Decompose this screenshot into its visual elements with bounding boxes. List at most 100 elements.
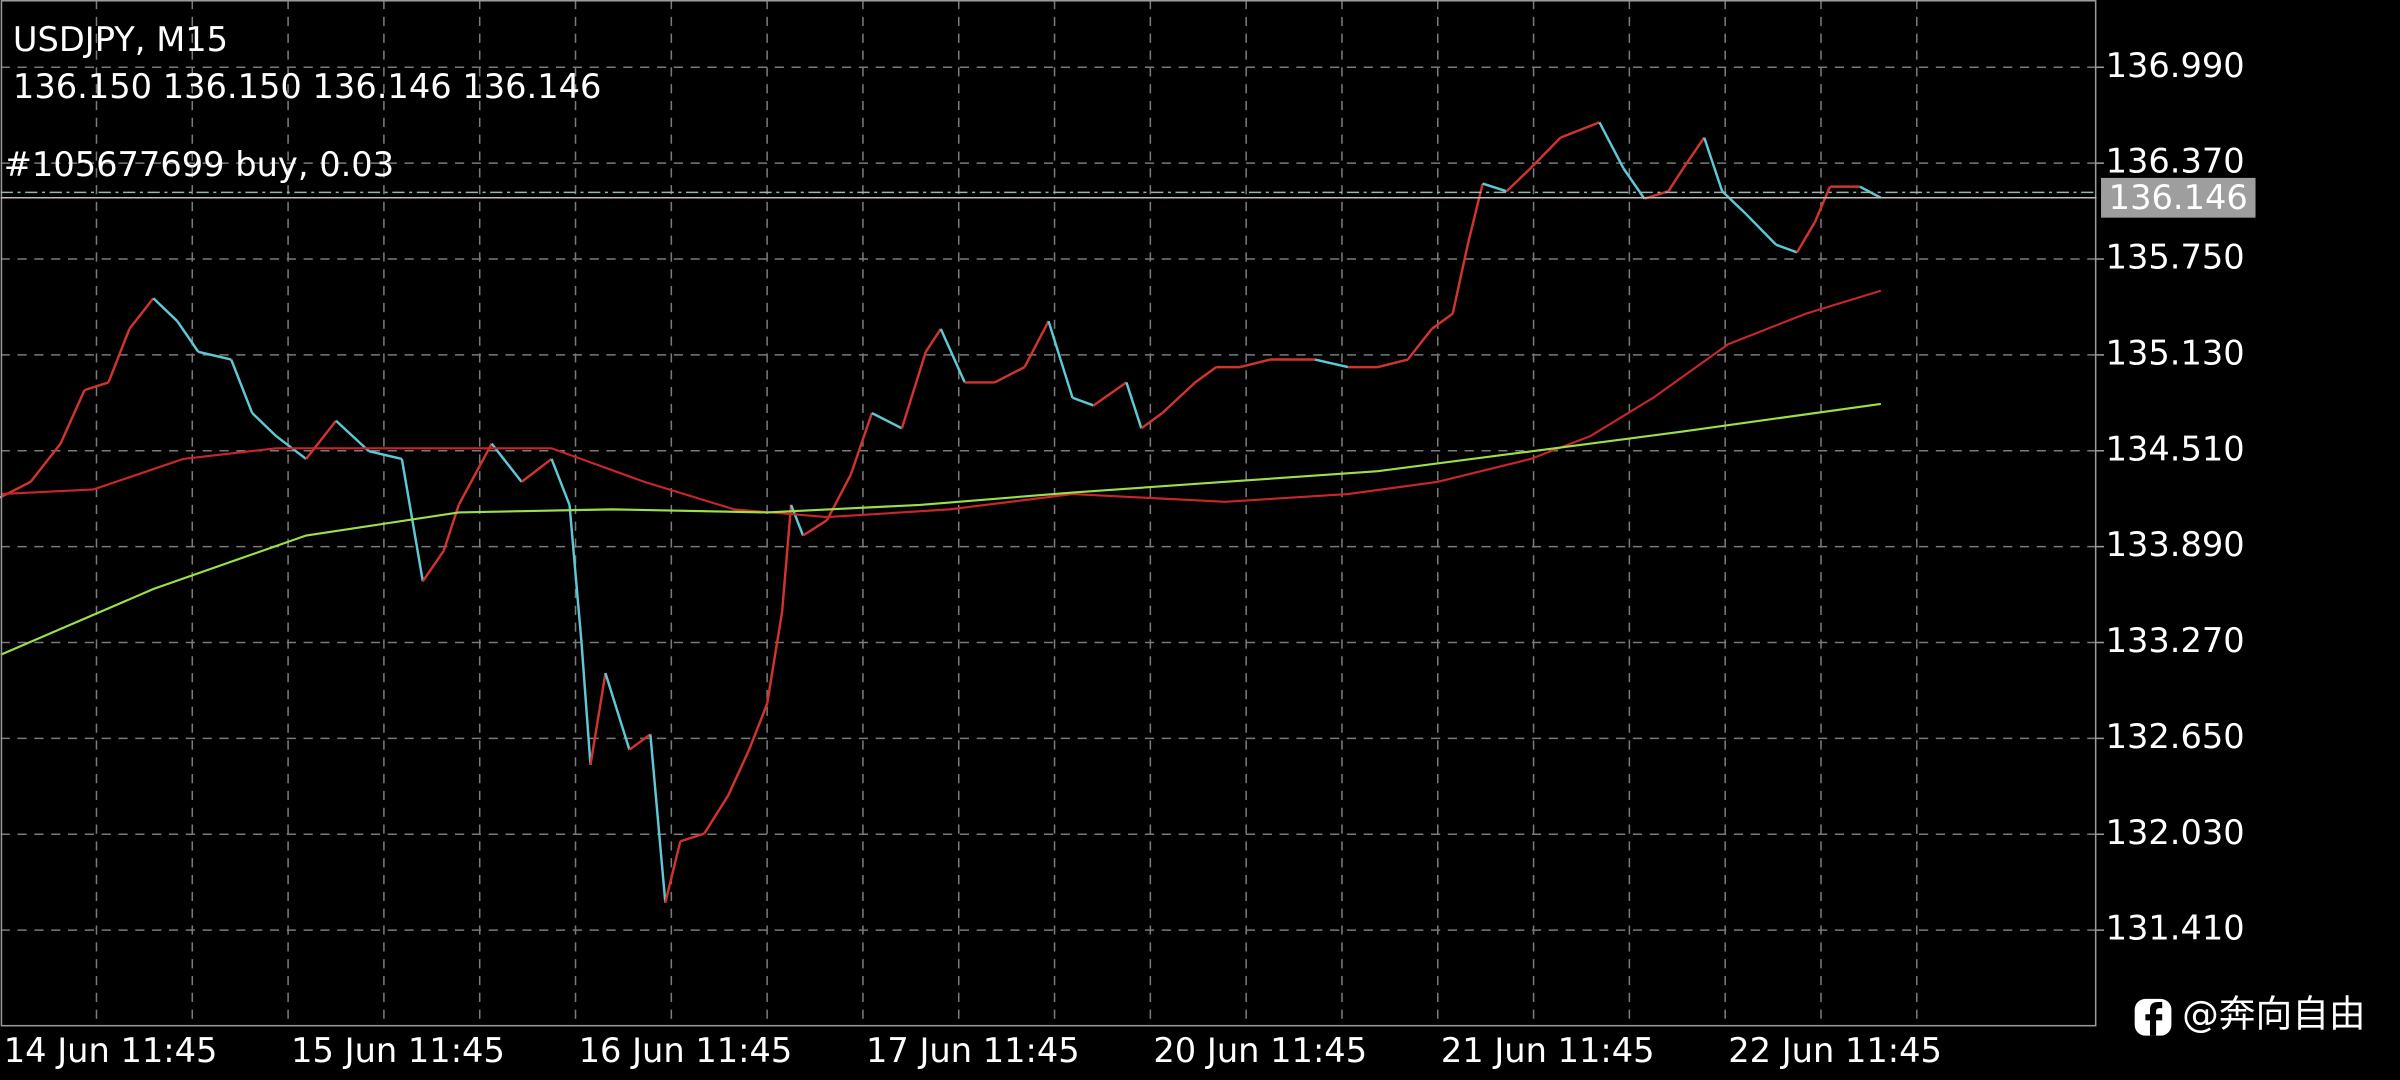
price-segment	[589, 672, 607, 766]
current-price-box	[2101, 177, 2256, 218]
icon-glyph	[2145, 1001, 2163, 1036]
price-segment	[1072, 396, 1094, 407]
price-segment	[1047, 320, 1074, 399]
y-tick-label: 135.750	[2106, 238, 2245, 277]
watermark-icon	[2134, 998, 2172, 1036]
price-segment	[703, 794, 730, 835]
price-segment	[176, 320, 200, 353]
y-tick-label: 133.890	[2106, 525, 2245, 564]
price-segment	[568, 504, 583, 643]
price-segment	[1813, 186, 1832, 223]
price-segment	[628, 733, 652, 751]
ohlc-text: 136.150 136.150 136.146 136.146	[13, 67, 602, 106]
price-segment	[727, 749, 751, 796]
price-segment	[1505, 167, 1532, 193]
moving-average	[0, 289, 1882, 519]
price-segment	[1239, 358, 1271, 369]
y-tick-label: 136.990	[2106, 46, 2245, 85]
x-tick-label: 16 Jun 11:45	[579, 1031, 793, 1070]
plot	[0, 121, 1882, 903]
watermark: @奔向自由	[2182, 992, 2366, 1035]
y-tick-label: 133.270	[2106, 621, 2245, 660]
price-segment	[29, 442, 62, 483]
price-segment	[1194, 366, 1217, 384]
moving-average	[0, 402, 1882, 656]
x-tick-label: 21 Jun 11:45	[1441, 1031, 1655, 1070]
price-segment	[335, 419, 370, 453]
price-segment	[230, 359, 254, 414]
y-tick-label: 136.370	[2106, 142, 2245, 181]
price-segment	[994, 366, 1026, 384]
price-segment	[604, 672, 631, 751]
price-segment	[550, 458, 571, 506]
price-segment	[251, 412, 277, 437]
price-segment	[789, 504, 805, 536]
price-segment	[490, 442, 523, 483]
price-segment	[649, 734, 667, 903]
price-segment	[421, 549, 445, 582]
price-segment	[1682, 136, 1706, 169]
price-segment	[1775, 243, 1798, 254]
price-segment	[1451, 244, 1469, 314]
price-segment	[748, 703, 769, 751]
price-segment	[1721, 190, 1747, 216]
price-segment	[1745, 213, 1777, 246]
price-segment	[1667, 167, 1685, 192]
y-tick-label: 132.650	[2106, 717, 2245, 756]
order-label: #105677699 buy, 0.03	[4, 145, 394, 184]
price-segment	[1795, 221, 1817, 253]
price-segment	[825, 473, 853, 521]
x-tick-label: 14 Jun 11:45	[4, 1031, 218, 1070]
price-segment	[368, 450, 403, 461]
price-segment	[1092, 381, 1128, 407]
y-tick-label: 134.510	[2106, 429, 2245, 468]
price-segment	[900, 351, 927, 429]
price-segment	[457, 443, 493, 506]
current-price-label: 136.146	[2109, 178, 2248, 217]
price-segment	[1703, 137, 1724, 192]
price-segment	[1314, 358, 1349, 369]
price-segment	[1466, 183, 1484, 246]
price-segment	[1161, 381, 1197, 414]
price-segment	[84, 381, 109, 392]
price-segment	[1023, 320, 1050, 368]
price-segment	[1406, 328, 1433, 361]
x-tick-label: 15 Jun 11:45	[291, 1031, 505, 1070]
price-segment	[1560, 121, 1600, 139]
x-tick-label: 20 Jun 11:45	[1153, 1031, 1367, 1070]
price-segment	[1622, 167, 1646, 200]
price-segment	[520, 457, 553, 483]
price-segment	[924, 328, 942, 353]
price-segment	[679, 832, 705, 843]
price-segment	[765, 611, 784, 704]
price-segment	[664, 841, 682, 903]
price-segment	[128, 297, 155, 330]
y-tick-label: 135.130	[2106, 333, 2245, 372]
chart-title: USDJPY, M15	[13, 20, 228, 59]
y-tick-label: 132.030	[2106, 813, 2245, 852]
price-segment	[1125, 382, 1143, 429]
price-segment	[1529, 136, 1562, 170]
price-segment	[1377, 358, 1409, 369]
price-segment	[1140, 412, 1164, 430]
y-tick-label: 131.410	[2106, 909, 2245, 948]
price-segment	[59, 389, 86, 445]
price-segment	[107, 328, 131, 383]
price-segment	[849, 412, 874, 475]
price-segment	[939, 328, 966, 383]
price-segment	[871, 411, 903, 430]
grid	[0, 0, 2097, 1025]
price-segment	[1598, 121, 1625, 169]
price-segment	[197, 350, 232, 361]
price-segment	[1482, 182, 1508, 193]
price-segment	[152, 297, 179, 323]
price-segment	[1431, 312, 1454, 330]
price-segment	[780, 504, 793, 612]
x-tick-label: 22 Jun 11:45	[1728, 1031, 1942, 1070]
price-segment	[802, 519, 828, 537]
price-segment	[305, 420, 337, 460]
plot-border	[0, 0, 2097, 1027]
price-segment	[580, 642, 592, 765]
